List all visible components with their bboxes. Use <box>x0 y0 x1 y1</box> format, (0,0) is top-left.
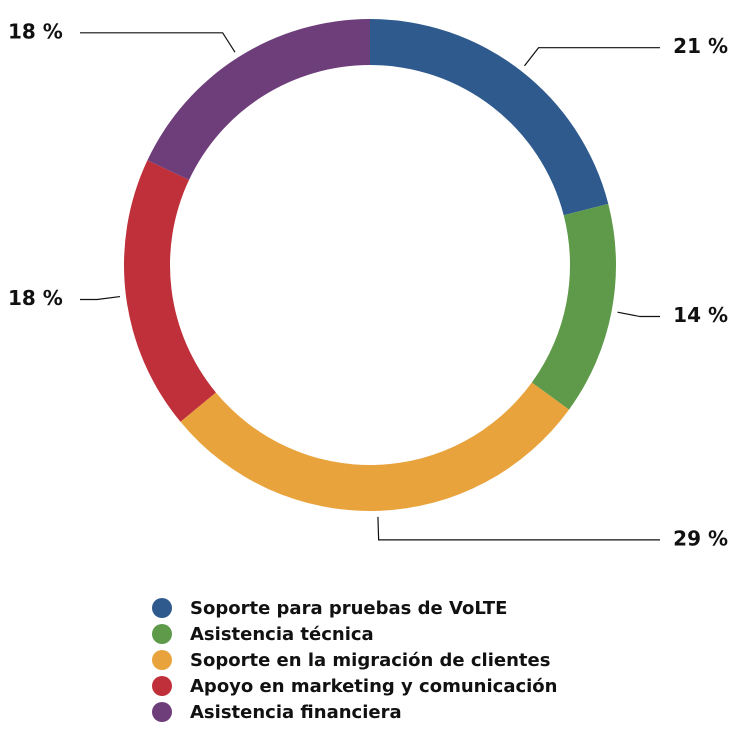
legend-label: Apoyo en marketing y comunicación <box>190 676 557 697</box>
donut-slice <box>180 382 570 511</box>
value-label: 21 % <box>673 34 728 58</box>
legend-swatch <box>152 650 172 670</box>
donut-slice <box>370 19 609 216</box>
value-label: 29 % <box>673 526 728 550</box>
legend-swatch <box>152 624 172 644</box>
leader-line <box>523 47 660 67</box>
legend-label: Asistencia técnica <box>190 624 374 645</box>
donut-slice <box>147 19 370 180</box>
legend-label: Soporte para pruebas de VoLTE <box>190 598 507 619</box>
leader-line <box>617 311 660 318</box>
legend-label: Asistencia financiera <box>190 702 402 723</box>
value-label: 18 % <box>8 19 63 43</box>
donut-slice <box>531 203 616 410</box>
legend-swatch <box>152 702 172 722</box>
leader-line <box>80 295 121 301</box>
value-label: 18 % <box>8 286 63 310</box>
leader-line <box>377 516 660 541</box>
leader-line <box>80 32 236 53</box>
donut-slice <box>124 160 216 422</box>
value-label: 14 % <box>673 303 728 327</box>
legend-swatch <box>152 598 172 618</box>
legend-label: Soporte en la migración de clientes <box>190 650 550 671</box>
legend-swatch <box>152 676 172 696</box>
